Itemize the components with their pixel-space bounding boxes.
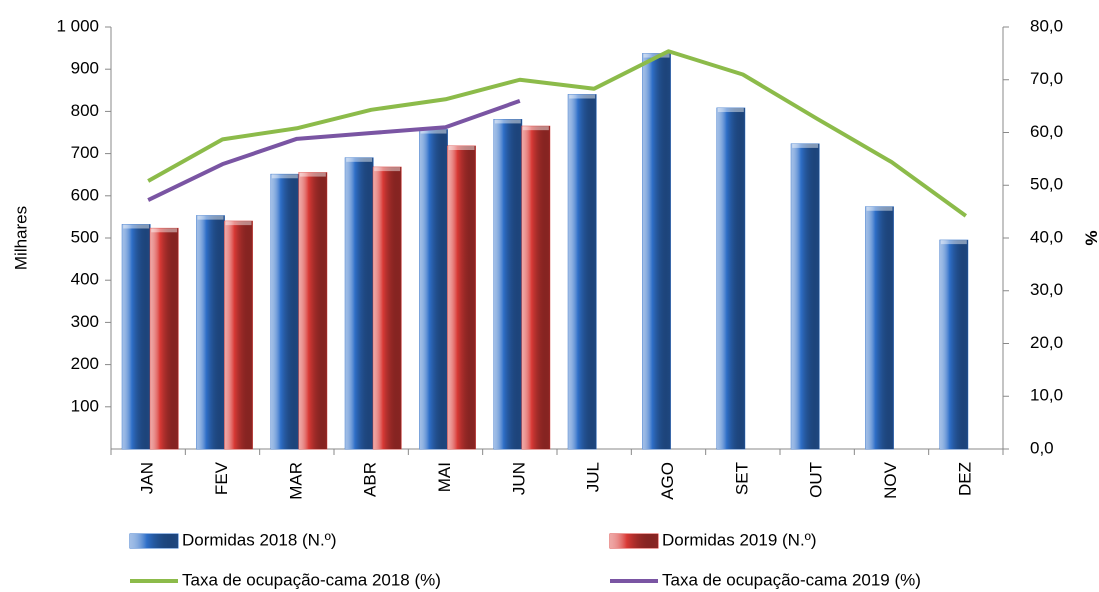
bar-shade [298,172,327,449]
y2-tick-label: 40,0 [1030,227,1063,246]
bar-top [494,119,521,124]
x-tick-label: NOV [881,461,900,499]
bar-top [569,94,596,99]
y-tick-label: 600 [71,185,99,204]
bar-top [420,129,447,134]
y-tick-label: 1 000 [56,16,99,35]
legend-label: Dormidas 2018 (N.º) [182,530,337,549]
bar-top [792,143,819,148]
x-tick-label: SET [732,462,751,495]
y-tick-label: 800 [71,101,99,120]
bar-shade [521,126,550,450]
y2-tick-label: 70,0 [1030,69,1063,88]
bar-shade [447,146,476,449]
bar-shade [939,240,968,449]
x-tick-label: MAR [286,462,305,500]
bar-top [374,167,401,172]
line [147,49,968,218]
bar-top [151,228,178,233]
y-tick-label: 300 [71,312,99,331]
bar-top [522,126,549,131]
bar-shade [716,108,745,450]
y-tick-label: 900 [71,59,99,78]
y2-tick-label: 30,0 [1030,280,1063,299]
y2-tick-label: 60,0 [1030,122,1063,141]
bar-shade [419,129,448,449]
y2-axis-label: % [1082,230,1099,245]
y2-tick-label: 0,0 [1030,438,1054,457]
x-tick-label: ABR [361,462,380,497]
x-tick-label: OUT [807,462,826,498]
legend-label: Taxa de ocupação-cama 2018 (%) [182,570,441,589]
bar-shade [568,94,597,450]
x-tick-label: JUN [509,462,528,495]
y-tick-label: 400 [71,270,99,289]
y-axis-label: Milhares [11,206,30,270]
legend-label: Taxa de ocupação-cama 2019 (%) [662,570,921,589]
x-tick-label: MAI [435,462,454,492]
bar-shade [642,53,671,449]
bar-shade [493,119,522,449]
bar-shade [224,221,253,449]
legend-swatch-shade [610,534,658,548]
bar-shade [373,167,402,449]
bar-top [346,157,373,162]
bar-top [866,206,893,211]
x-tick-label: JUL [584,462,603,492]
bar-top [271,174,298,179]
y-tick-label: 100 [71,396,99,415]
bar-top [940,240,967,245]
bar-shade [270,174,299,449]
line [147,98,521,202]
y-tick-label: 700 [71,143,99,162]
bar-top [448,146,475,151]
bar-top [717,108,744,113]
bar-shade [345,157,374,449]
y2-tick-label: 10,0 [1030,386,1063,405]
y-tick-label: 200 [71,354,99,373]
legend-label: Dormidas 2019 (N.º) [662,530,817,549]
x-tick-label: AGO [658,462,677,500]
bar-top [197,215,224,220]
x-tick-label: JAN [138,462,157,494]
bar-top [225,221,252,226]
x-tick-label: DEZ [955,462,974,496]
bar-shade [122,224,151,449]
bar-shade [150,228,179,449]
y-tick-label: 500 [71,227,99,246]
x-tick-label: FEV [212,461,231,495]
bar-top [123,224,150,229]
bar-shade [791,143,820,450]
bar-shade [865,206,894,449]
legend-swatch-shade [130,534,178,548]
y2-tick-label: 50,0 [1030,175,1063,194]
bar-shade [196,215,225,449]
y2-tick-label: 80,0 [1030,16,1063,35]
y2-tick-label: 20,0 [1030,333,1063,352]
bar-top [299,172,326,177]
